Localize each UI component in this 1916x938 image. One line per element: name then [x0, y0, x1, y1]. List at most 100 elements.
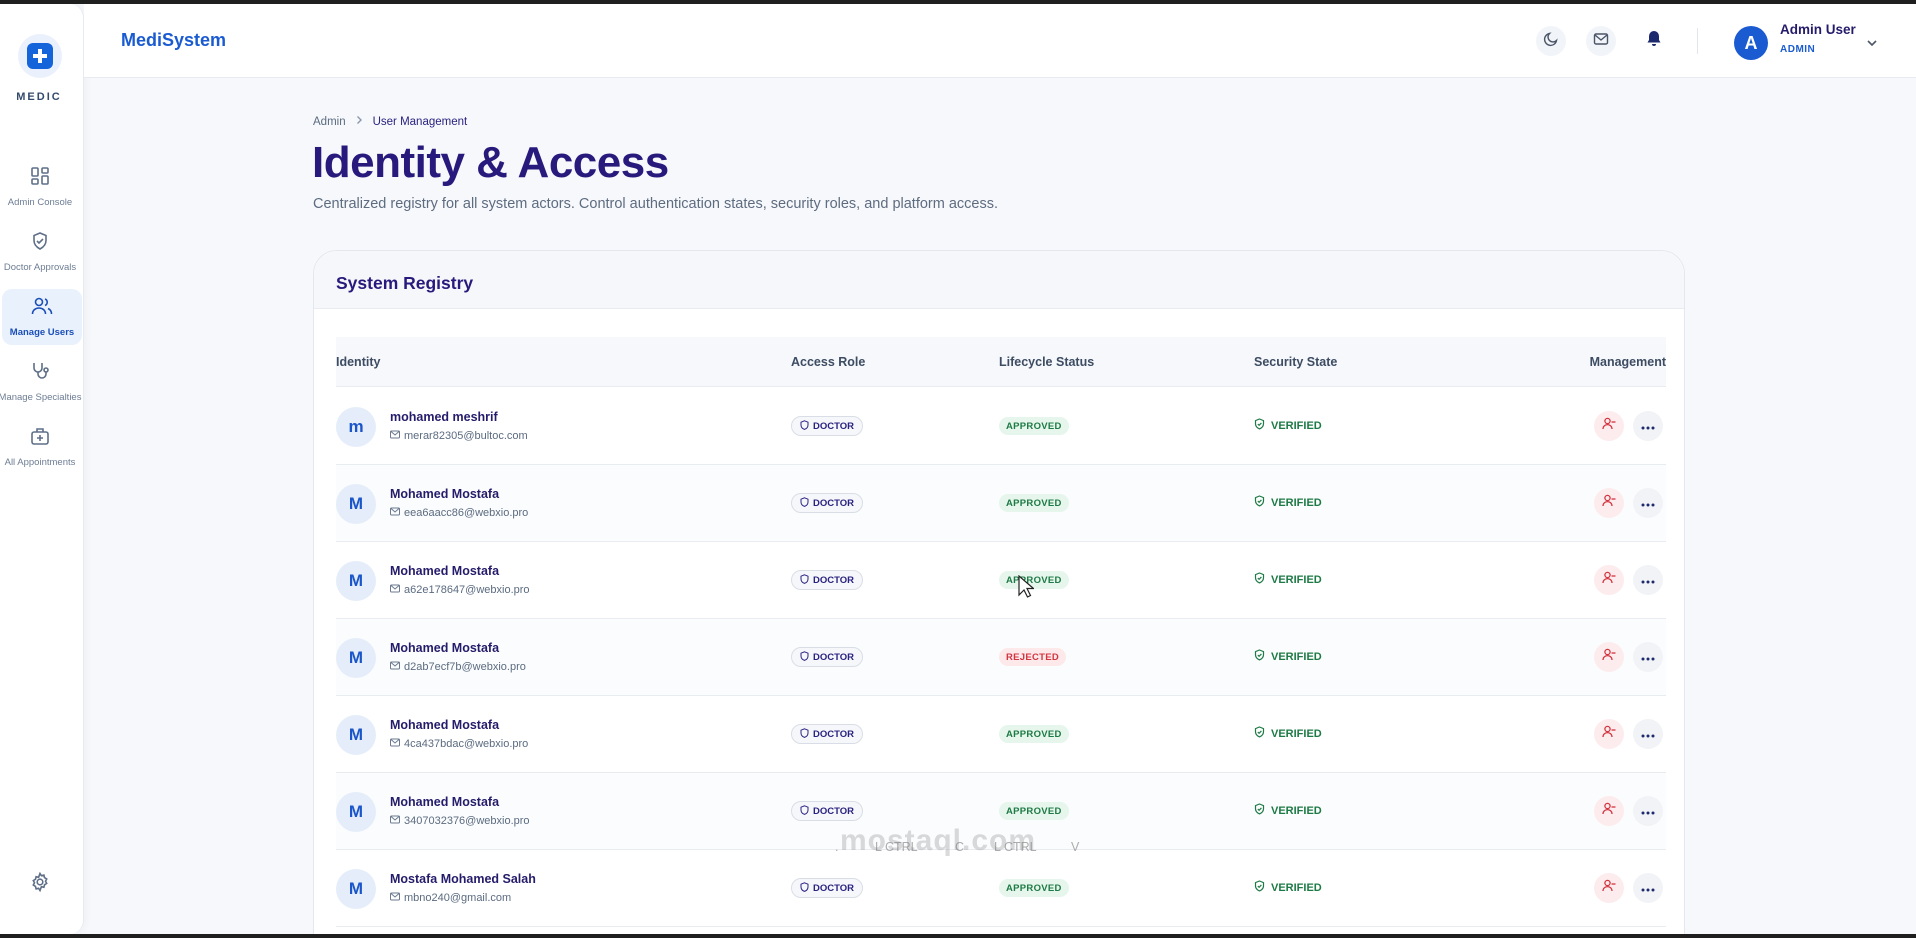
sidebar-item-manage-users[interactable]: Manage Users	[2, 289, 82, 345]
remove-user-button[interactable]	[1594, 873, 1624, 903]
more-actions-button[interactable]	[1633, 796, 1663, 826]
avatar: M	[336, 869, 376, 909]
table-row[interactable]: M Mohamed Mostafa eea6aacc86@webxio.pro DOC…	[336, 465, 1666, 542]
gear-icon[interactable]	[28, 870, 52, 894]
remove-user-button[interactable]	[1594, 719, 1624, 749]
table-row[interactable]: M Mohamed Mostafa 3407032376@webxio.pro DOC…	[336, 773, 1666, 850]
key-label: L CTRL	[994, 840, 1037, 854]
role-text: DOCTOR	[813, 574, 854, 586]
key-label: L CTRL	[875, 840, 918, 854]
role-text: DOCTOR	[813, 420, 854, 432]
user-name-cell[interactable]: Mohamed Mostafa	[390, 487, 500, 501]
breadcrumb-current: User Management	[372, 115, 468, 128]
more-actions-button[interactable]	[1633, 873, 1663, 903]
more-actions-button[interactable]	[1633, 488, 1663, 518]
avatar: M	[336, 561, 376, 601]
remove-user-button[interactable]	[1594, 642, 1624, 672]
table-row[interactable]: M Mohamed Mostafa a62e178647@webxio.pro DOC…	[336, 542, 1666, 619]
email-cell: d2ab7ecf7b@webxio.pro	[390, 661, 526, 673]
role-badge: DOCTOR	[791, 570, 863, 590]
table-row[interactable]: M Mohamed Mostafa 4ca437bdac@webxio.pro DOC…	[336, 696, 1666, 773]
page-subtitle: Centralized registry for all system acto…	[313, 196, 999, 212]
ellipsis-icon	[1641, 494, 1655, 512]
table-row[interactable]: M Mostafa Mohamed Salah mbno240@gmail.com D…	[336, 850, 1666, 927]
user-minus-icon	[1602, 879, 1616, 897]
shield-icon	[800, 650, 809, 664]
user-minus-icon	[1602, 494, 1616, 512]
sidebar-item-manage-specialties[interactable]: Manage Specialties	[0, 354, 82, 410]
medical-cross-icon	[27, 43, 53, 69]
stethoscope-icon	[30, 361, 50, 386]
email-cell: a62e178647@webxio.pro	[390, 584, 530, 596]
user-minus-icon	[1602, 725, 1616, 743]
mail-icon	[390, 430, 400, 442]
table-header: Identity Access Role Lifecycle Status Se…	[336, 337, 1666, 387]
sidebar-item-label: Manage Specialties	[0, 392, 82, 403]
security-state: VERIFIED	[1254, 572, 1322, 587]
chevron-down-icon[interactable]	[1866, 34, 1878, 52]
sidebar-item-all-appointments[interactable]: All Appointments	[0, 419, 80, 475]
breadcrumb-root[interactable]: Admin	[313, 115, 346, 128]
shield-icon	[800, 573, 809, 587]
notifications-button[interactable]	[1639, 26, 1669, 56]
security-text: VERIFIED	[1271, 727, 1322, 740]
more-actions-button[interactable]	[1633, 411, 1663, 441]
logo[interactable]	[18, 34, 62, 78]
top-header: MediSystem A Admin User ADMIN	[84, 4, 1916, 78]
user-name-cell[interactable]: Mostafa Mohamed Salah	[390, 872, 536, 886]
system-registry-card: System Registry Identity Access Role Lif…	[313, 250, 1685, 934]
breadcrumb: Admin User Management	[313, 115, 467, 128]
messages-button[interactable]	[1586, 26, 1616, 56]
key-label: C	[955, 840, 965, 854]
brand-name[interactable]: MediSystem	[121, 30, 227, 50]
user-name-cell[interactable]: Mohamed Mostafa	[390, 718, 500, 732]
user-avatar[interactable]: A	[1734, 26, 1768, 60]
email-cell: mbno240@gmail.com	[390, 892, 511, 904]
table-row[interactable]: m mohamed meshrif merar82305@bultoc.com DOC…	[336, 388, 1666, 465]
remove-user-button[interactable]	[1594, 488, 1624, 518]
bell-icon	[1646, 30, 1662, 52]
user-name-cell[interactable]: Mohamed Mostafa	[390, 641, 500, 655]
status-badge: APPROVED	[999, 571, 1069, 589]
more-actions-button[interactable]	[1633, 642, 1663, 672]
security-state: VERIFIED	[1254, 726, 1322, 741]
more-actions-button[interactable]	[1633, 565, 1663, 595]
email-text: 4ca437bdac@webxio.pro	[404, 738, 529, 750]
shield-icon	[800, 881, 809, 895]
table-row[interactable]: M Mohamed Mostafa d2ab7ecf7b@webxio.pro DOC…	[336, 619, 1666, 696]
sidebar-item-label: Admin Console	[7, 197, 73, 208]
avatar: M	[336, 715, 376, 755]
avatar: m	[336, 407, 376, 447]
more-actions-button[interactable]	[1633, 719, 1663, 749]
remove-user-button[interactable]	[1594, 411, 1624, 441]
grid-icon	[30, 166, 50, 191]
remove-user-button[interactable]	[1594, 565, 1624, 595]
mail-icon	[390, 892, 400, 904]
security-state: VERIFIED	[1254, 495, 1322, 510]
user-name[interactable]: Admin User	[1780, 22, 1856, 37]
shield-icon	[800, 804, 809, 818]
avatar: M	[336, 484, 376, 524]
role-badge: DOCTOR	[791, 493, 863, 513]
column-header-management: Management	[1589, 355, 1666, 369]
mail-icon	[1593, 31, 1609, 52]
role-text: DOCTOR	[813, 805, 854, 817]
column-header-identity: Identity	[336, 355, 381, 369]
users-icon	[31, 296, 53, 321]
user-name-cell[interactable]: Mohamed Mostafa	[390, 564, 500, 578]
user-name-cell[interactable]: Mohamed Mostafa	[390, 795, 500, 809]
role-badge: DOCTOR	[791, 801, 863, 821]
theme-toggle-button[interactable]	[1536, 26, 1566, 56]
avatar: M	[336, 638, 376, 678]
shield-icon	[800, 727, 809, 741]
ellipsis-icon	[1641, 879, 1655, 897]
user-name-cell[interactable]: mohamed meshrif	[390, 410, 498, 424]
sidebar-item-label: All Appointments	[4, 457, 76, 468]
sidebar-item-admin-console[interactable]: Admin Console	[0, 159, 80, 215]
app-frame: MEDIC Admin Console Doctor Approvals Man…	[0, 4, 1916, 934]
sidebar-item-doctor-approvals[interactable]: Doctor Approvals	[0, 224, 80, 280]
mouse-cursor-icon	[1018, 574, 1036, 604]
sidebar: MEDIC Admin Console Doctor Approvals Man…	[0, 4, 84, 934]
user-minus-icon	[1602, 417, 1616, 435]
remove-user-button[interactable]	[1594, 796, 1624, 826]
